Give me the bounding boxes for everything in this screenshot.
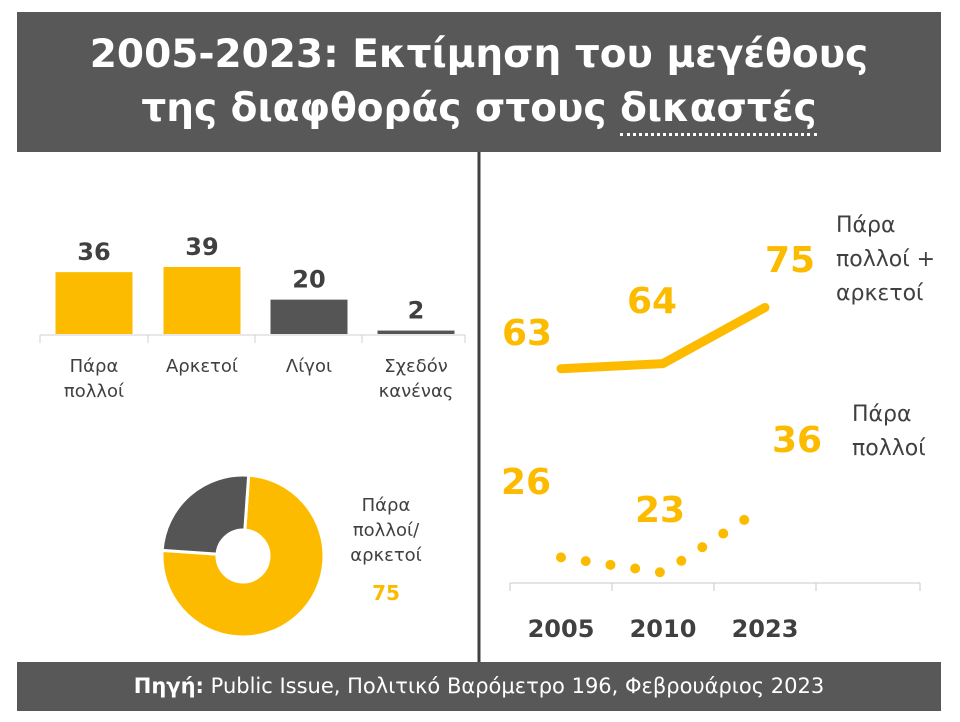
series-dotted-legend-label: πολλοί [852,436,926,461]
bar-2 [163,267,241,334]
donut-label: Πάρα [362,495,411,516]
series-solid-legend-label: πολλοί + [836,247,935,272]
series-solid-point-label: 64 [627,281,677,322]
donut-label: αρκετοί [350,545,422,566]
bar-category-label-4: κανένας [379,381,454,402]
bar-category-label-2: Αρκετοί [166,356,238,377]
series-solid-point-label: 63 [502,313,552,354]
bar-category-label-4: Σχεδόν [384,356,448,377]
footer-panel: Πηγή: Public Issue, Πολιτικό Βαρόμετρο 1… [17,662,941,711]
line-x-tick-label: 2005 [528,615,595,643]
donut-value-label: 75 [372,581,400,605]
series-dotted-point-label: 23 [635,490,685,531]
series-solid-legend-label: αρκετοί [836,281,924,306]
bar-1 [55,272,133,334]
title-line-1: 2005-2023: Εκτίμηση του μεγέθους [89,32,869,77]
bar-3 [270,299,348,334]
bar-chart: 36 Πάρα πολλοί 39 Αρκετοί 20 Λίγοι 2 Σχεδόν κανέν… [39,233,466,402]
source-note: Πηγή: Public Issue, Πολιτικό Βαρόμετρο 1… [17,662,941,711]
title-underlined-word: δικαστές [620,86,817,136]
source-label: Πηγή: [133,674,204,698]
donut-chart: Πάρα πολλοί/αρκετοί 75 [160,473,422,639]
title-line-2-prefix: της διαφθοράς στους [141,86,621,131]
series-dotted-legend-label: Πάρα [852,402,912,427]
series-solid-point-label: 75 [765,240,815,281]
bar-category-label-1: πολλοί [64,381,124,402]
bar-category-label-3: Λίγοι [286,356,332,377]
bar-value-label-2: 39 [185,233,218,261]
bar-category-label-1: Πάρα [70,356,119,377]
bar-value-label-4: 2 [408,297,425,325]
bar-value-label-1: 36 [77,238,110,266]
line-x-tick-label: 2023 [732,615,799,643]
line-chart: 2005 2010 2023 63 64 75 Πάρα πολλοί + αρκετοί 26 2… [501,213,935,643]
series-dotted-point-label: 36 [772,420,822,461]
title-line-2: της διαφθοράς στους δικαστές [17,82,941,136]
series-dotted-point-label: 26 [501,462,551,503]
series-solid-line [556,303,770,374]
line-x-tick-label: 2010 [630,615,697,643]
bar-value-label-3: 20 [292,266,325,294]
series-solid-legend-label: Πάρα [836,213,896,238]
donut-slice-1 [160,473,326,639]
bar-4 [377,330,455,334]
source-text: Public Issue, Πολιτικό Βαρόμετρο 196, Φε… [203,674,825,698]
donut-slice-2 [160,473,251,556]
series-dotted-line [556,501,770,578]
header-panel: 2005-2023: Εκτίμηση του μεγέθους της δια… [17,12,941,152]
donut-label: πολλοί/ [353,520,420,541]
page-title: 2005-2023: Εκτίμηση του μεγέθους της δια… [17,28,941,136]
